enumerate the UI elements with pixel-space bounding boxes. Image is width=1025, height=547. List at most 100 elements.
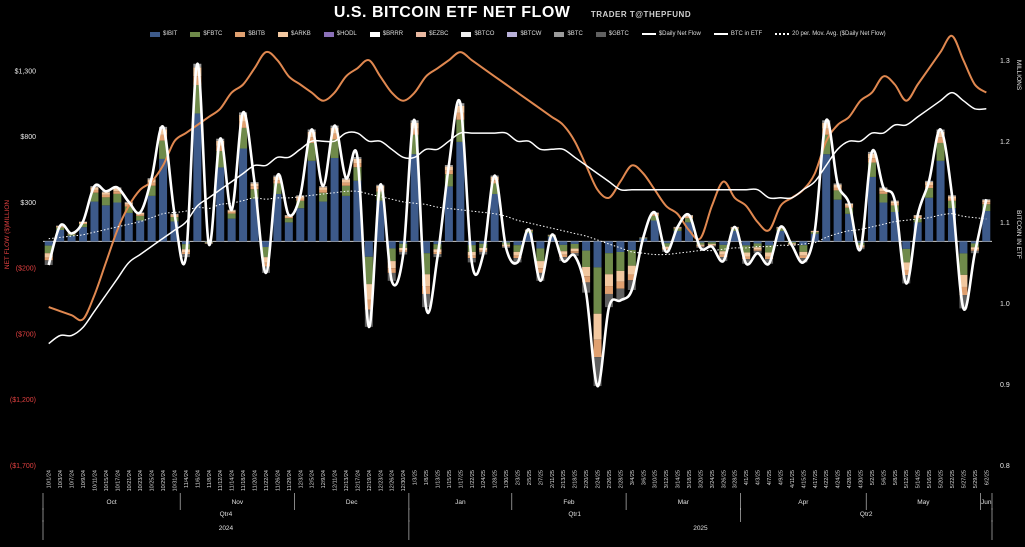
bar-segment-fbtc (776, 228, 785, 231)
x-tick-label: 11/29/24 (287, 470, 293, 491)
bar-segment-fbtc (582, 250, 591, 267)
bar-segment-ibit (867, 176, 876, 242)
bar-segment-fbtc (536, 248, 545, 262)
right-tick-label: 1.0 (1000, 301, 1010, 308)
bar-segment-ibit (490, 193, 499, 242)
bar-segment-ibit (422, 241, 431, 254)
bar-segment-bitb (867, 158, 876, 163)
month-axis-label: Feb (563, 499, 575, 506)
bar-segment-arkb (753, 247, 762, 250)
bar-segment-gbtc (593, 357, 602, 387)
x-tick-label: 12/30/24 (401, 470, 407, 491)
x-tick-label: 5/22/25 (950, 470, 956, 488)
bar-segment-ibit (593, 241, 602, 268)
bar-segment-fbtc (627, 250, 636, 266)
bar-segment-fbtc (604, 253, 613, 275)
x-tick-label: 2/18/25 (573, 470, 579, 488)
x-tick-label: 2/13/25 (561, 470, 567, 488)
quarter-axis-label: Qtr1 (568, 511, 581, 518)
x-tick-label: 4/28/25 (847, 470, 853, 488)
bar-segment-fbtc (822, 134, 831, 155)
bar-segment-ibit (319, 201, 328, 242)
bar-segment-bitb (341, 182, 350, 186)
legend-item-fbtc: $FBTC (190, 31, 222, 37)
x-tick-label: 5/6/25 (881, 470, 887, 485)
x-tick-label: 4/15/25 (801, 470, 807, 488)
bar-segment-fbtc (307, 142, 316, 161)
bar-segment-bitb (387, 268, 396, 273)
bar-segment-bitb (627, 274, 636, 281)
bar-segment-ibit (890, 211, 899, 242)
bar-segment-fbtc (319, 192, 328, 202)
bar-segment-gbtc (627, 280, 636, 291)
bar-segment-fbtc (890, 205, 899, 212)
bar-segment-ibit (307, 160, 316, 242)
bar-segment-ibit (959, 241, 968, 254)
legend-label: $BITB (248, 31, 266, 37)
bar-segment-bitb (559, 254, 568, 258)
bar-segment-bitb (364, 299, 373, 310)
month-axis: Oct Nov Dec Jan Feb Mar Apr May Jun (42, 493, 993, 510)
month-axis-label: Nov (232, 499, 244, 506)
bar-segment-fbtc (982, 204, 991, 212)
bar-segment-ibit (170, 221, 179, 242)
year-axis: 2024 2025 (42, 520, 993, 540)
legend-swatch (641, 33, 656, 35)
bar-segment-fbtc (685, 218, 694, 223)
year-axis-label: 2024 (219, 525, 234, 532)
bar-segment-fbtc (330, 139, 339, 158)
bar-segment-ibit (273, 193, 282, 242)
bar-segment-ibit (559, 241, 568, 245)
bar-segment-arkb (101, 192, 110, 195)
x-tick-label: 10/21/24 (127, 470, 133, 491)
bar-segment-bitb (582, 276, 591, 283)
bar-segment-arkb (159, 129, 168, 135)
bar-segment-arkb (307, 131, 316, 138)
bar-segment-ibit (456, 141, 465, 242)
bar-segment-arkb (570, 248, 579, 252)
legend-swatch (323, 31, 334, 37)
bar-segment-gbtc (536, 272, 545, 281)
left-tick-label: ($1,700) (10, 463, 36, 470)
bar-segment-fbtc (833, 190, 842, 200)
bar-segment-ibit (101, 205, 110, 242)
x-tick-label: 5/8/25 (893, 470, 899, 485)
legend-label: $GBTC (608, 31, 629, 37)
x-tick-label: 3/18/25 (687, 470, 693, 488)
bar-segment-arkb (799, 251, 808, 256)
x-tick-label: 12/11/24 (333, 470, 339, 491)
bar-segment-fbtc (959, 253, 968, 275)
bar-segment-bitb (902, 269, 911, 276)
x-tick-label: 2/3/25 (516, 470, 522, 485)
x-tick-label: 1/13/25 (436, 470, 442, 488)
legend-swatch (775, 33, 790, 35)
bar-segment-bitb (410, 128, 419, 135)
bar-segment-fbtc (136, 215, 145, 221)
bar-segment-fbtc (845, 207, 854, 214)
bar-segment-bitb (227, 211, 236, 214)
bar-segment-fbtc (113, 193, 122, 203)
bar-segment-bitb (239, 121, 248, 128)
bar-segment-bitb (742, 256, 751, 260)
bar-segment-ibit (650, 220, 659, 242)
bar-segment-ibit (627, 241, 636, 251)
legend-swatch (235, 31, 246, 37)
legend-swatch (595, 31, 606, 37)
x-tick-label: 4/24/25 (836, 470, 842, 488)
bar-segment-arkb (319, 187, 328, 190)
x-tick-label: 10/29/24 (161, 470, 167, 491)
legend-swatch (713, 33, 728, 35)
bar-segment-fbtc (67, 234, 76, 236)
bar-segment-ibit (799, 241, 808, 246)
bar-segment-arkb (765, 252, 774, 257)
bar-segment-arkb (936, 131, 945, 138)
bar-segment-arkb (330, 127, 339, 134)
x-tick-label: 12/13/24 (344, 470, 350, 491)
bar-segment-ibit (765, 241, 774, 246)
bar-segment-bitb (261, 262, 270, 267)
x-tick-label: 11/22/24 (264, 470, 270, 491)
bar-segment-gbtc (364, 309, 373, 327)
bar-segment-ibit (341, 195, 350, 242)
legend-item-bitb: $BITB (235, 31, 265, 37)
bar-segment-arkb (719, 251, 728, 255)
